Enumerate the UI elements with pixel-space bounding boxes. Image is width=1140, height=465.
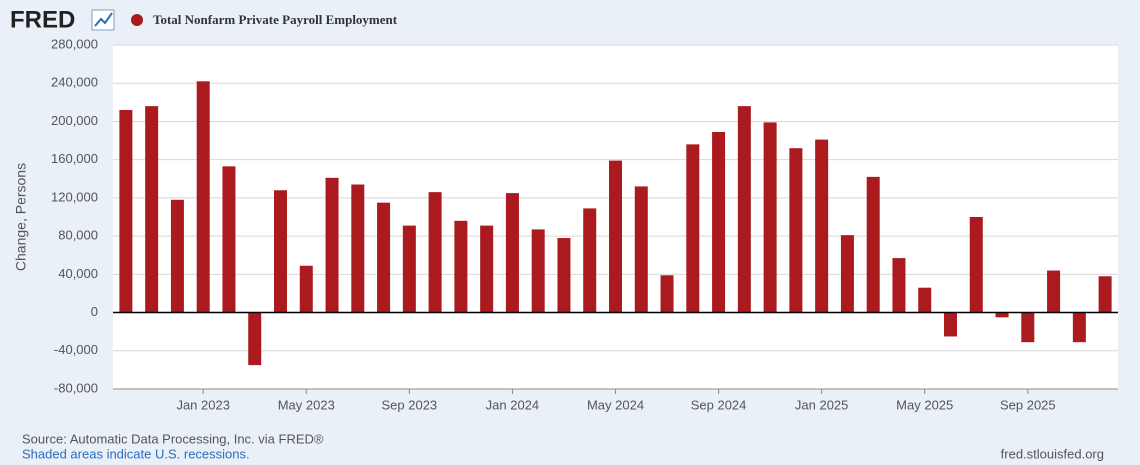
bar — [454, 220, 468, 313]
y-axis-label: Change, Persons — [13, 163, 29, 271]
bar — [840, 235, 854, 313]
bar — [892, 258, 906, 313]
bar — [789, 148, 803, 313]
bar — [428, 192, 442, 313]
y-tick-label: -80,000 — [54, 380, 98, 395]
bar — [557, 238, 571, 313]
x-tick-label: May 2025 — [896, 397, 953, 412]
legend-label: Total Nonfarm Private Payroll Employment — [153, 12, 398, 27]
bar — [402, 225, 416, 313]
logo: FRED — [10, 6, 75, 33]
bar — [944, 312, 957, 337]
bar — [377, 202, 391, 313]
legend-marker — [131, 14, 143, 26]
x-tick-label: Jan 2023 — [176, 397, 230, 412]
bar — [145, 106, 159, 313]
bar — [686, 144, 700, 313]
bar — [531, 229, 545, 313]
x-tick-label: May 2023 — [278, 397, 335, 412]
bar — [274, 190, 287, 313]
bar — [712, 131, 726, 313]
x-tick-label: Sep 2024 — [691, 397, 747, 412]
x-tick-label: Sep 2025 — [1000, 397, 1056, 412]
bar — [196, 81, 210, 313]
bar — [119, 109, 133, 313]
y-tick-label: 200,000 — [51, 113, 98, 128]
bar — [1098, 276, 1112, 313]
y-tick-label: 160,000 — [51, 151, 98, 166]
y-tick-label: 240,000 — [51, 75, 98, 90]
bar — [634, 186, 648, 313]
note: Shaded areas indicate U.S. recessions. — [22, 446, 250, 461]
bar — [480, 225, 494, 313]
bar — [995, 312, 1009, 318]
y-tick-label: 80,000 — [58, 228, 98, 243]
bar — [763, 122, 777, 313]
bar — [325, 177, 339, 313]
bar — [299, 265, 313, 313]
bar — [969, 217, 983, 313]
bar — [815, 139, 829, 313]
bar — [1047, 270, 1061, 313]
bar — [1072, 312, 1086, 343]
y-tick-label: 40,000 — [58, 266, 98, 281]
bar — [583, 208, 597, 313]
bar — [609, 160, 622, 313]
x-tick-label: Jan 2025 — [795, 397, 849, 412]
bar — [505, 193, 519, 313]
x-tick-label: Jan 2024 — [486, 397, 540, 412]
logo-icon — [91, 9, 115, 31]
y-tick-label: 0 — [91, 304, 98, 319]
bar — [222, 166, 236, 313]
bar — [918, 287, 932, 313]
y-tick-label: 120,000 — [51, 189, 98, 204]
bar — [737, 106, 751, 313]
y-tick-label: 280,000 — [51, 36, 98, 51]
bar — [1021, 312, 1035, 343]
bar — [660, 275, 674, 313]
y-tick-label: -40,000 — [54, 342, 98, 357]
bar — [248, 312, 262, 366]
source: Source: Automatic Data Processing, Inc. … — [22, 431, 324, 446]
bar — [866, 176, 880, 313]
x-tick-label: May 2024 — [587, 397, 644, 412]
bar — [351, 184, 365, 313]
bar — [170, 199, 184, 313]
credit: fred.stlouisfed.org — [1001, 446, 1104, 461]
x-tick-label: Sep 2023 — [382, 397, 438, 412]
